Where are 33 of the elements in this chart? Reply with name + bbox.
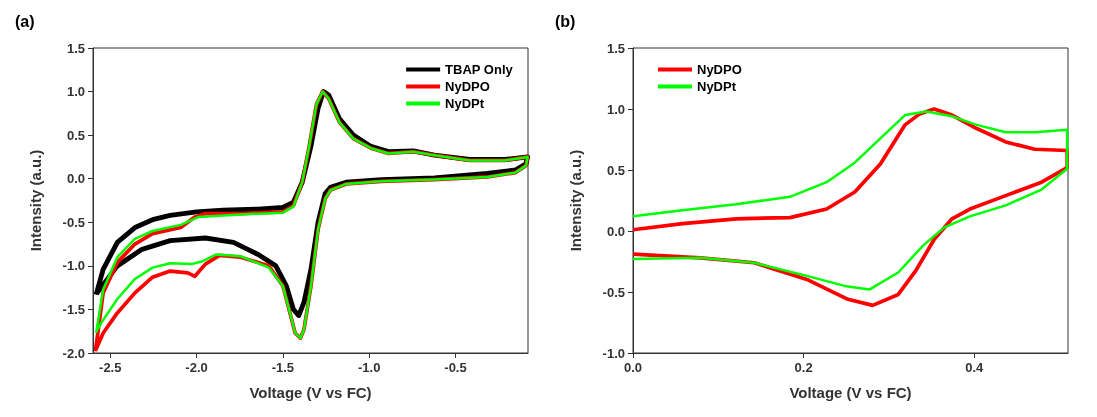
y-tick-label: -0.5 (602, 284, 625, 300)
y-axis-title: Intensity (a.u.) (27, 149, 44, 252)
legend-label: TBAP Only (445, 62, 514, 77)
y-tick-label: 0.5 (66, 127, 85, 143)
y-tick-label: -1.5 (62, 301, 85, 317)
x-tick-label: 0.4 (965, 360, 984, 375)
legend-label: NyDPt (445, 96, 485, 111)
y-tick-label: 0.0 (66, 171, 85, 187)
y-tick-label: 1.5 (66, 40, 85, 56)
y-tick-label: -1.0 (62, 258, 85, 274)
legend-label: NyDPO (445, 79, 490, 94)
x-tick-label: 0.0 (623, 360, 643, 375)
y-tick-label: -2.0 (62, 345, 85, 361)
x-tick-label: 0.2 (794, 360, 813, 375)
y-tick-label: 0.5 (606, 162, 625, 178)
x-tick-label: -1.5 (271, 360, 295, 375)
y-tick-label: 1.0 (66, 84, 85, 100)
y-tick-label: -0.5 (62, 214, 85, 230)
y-tick-label: -1.0 (602, 345, 625, 361)
x-tick-label: -1.0 (357, 360, 381, 375)
chart-title: (b) (555, 12, 576, 30)
y-tick-label: 0.0 (606, 223, 625, 239)
legend-label: NyDPO (697, 62, 742, 77)
x-tick-label: -2.5 (99, 360, 122, 375)
chart-title: (a) (15, 12, 35, 30)
x-tick-label: -0.5 (444, 360, 467, 375)
x-axis-title: Voltage (V vs FC) (789, 384, 912, 401)
x-tick-label: -2.0 (185, 360, 208, 375)
x-axis-title: Voltage (V vs FC) (249, 384, 372, 401)
legend-label: NyDPt (697, 79, 737, 94)
y-tick-label: 1.5 (606, 40, 625, 56)
y-tick-label: 1.0 (606, 101, 625, 117)
y-axis-title: Intensity (a.u.) (567, 149, 584, 252)
